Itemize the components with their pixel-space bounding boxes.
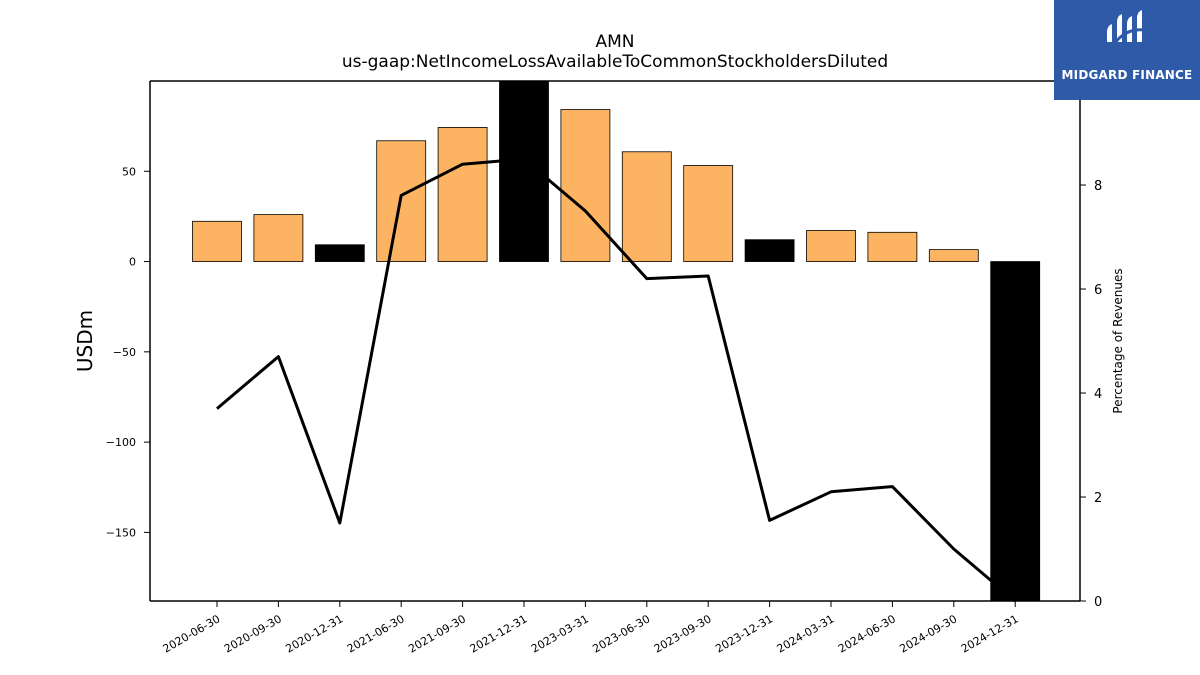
y2-tick-label: 0 xyxy=(1094,595,1102,610)
x-tick-label: 2024-06-30 xyxy=(836,612,898,655)
y-tick-label: −50 xyxy=(113,346,136,359)
bar xyxy=(253,214,304,262)
y-axis-label: USDm xyxy=(73,310,97,372)
bar xyxy=(867,231,918,262)
x-tick-label: 2020-06-30 xyxy=(161,612,223,655)
x-tick-label: 2023-03-31 xyxy=(529,612,591,655)
x-tick-label: 2021-09-30 xyxy=(406,612,468,655)
x-tick-label: 2023-06-30 xyxy=(590,612,652,655)
y2-tick-label: 2 xyxy=(1094,491,1102,506)
bar xyxy=(928,249,979,262)
bar xyxy=(192,220,242,262)
x-tick-label: 2021-12-31 xyxy=(468,612,530,655)
midgard-logo-icon xyxy=(1107,10,1145,45)
y2-tick-label: 6 xyxy=(1094,283,1102,298)
bar xyxy=(683,165,734,262)
x-tick-label: 2020-12-31 xyxy=(283,612,345,655)
x-tick-label: 2020-09-30 xyxy=(222,612,284,655)
bar xyxy=(560,109,611,262)
x-tick-label: 2024-09-30 xyxy=(897,612,959,655)
x-tick-label: 2024-12-31 xyxy=(959,612,1021,655)
y-tick-label: −100 xyxy=(106,436,136,449)
bar xyxy=(437,127,488,262)
logo-text: MIDGARD FINANCE xyxy=(1061,68,1193,82)
chart-subtitle: us-gaap:NetIncomeLossAvailableToCommonSt… xyxy=(341,52,889,72)
x-tick-label: 2023-09-30 xyxy=(652,612,714,655)
x-tick-label: 2024-03-31 xyxy=(775,612,837,655)
y-tick-label: 50 xyxy=(122,165,136,178)
x-tick-label: 2021-06-30 xyxy=(345,612,407,655)
y-tick-label: −150 xyxy=(106,526,136,539)
y2-tick-label: 8 xyxy=(1094,179,1102,194)
midgard-logo: MIDGARD FINANCE xyxy=(1054,0,1200,100)
series-line xyxy=(216,157,1017,603)
x-tick-label: 2023-12-31 xyxy=(713,612,775,655)
bar xyxy=(499,80,549,262)
bar xyxy=(314,244,365,262)
bar xyxy=(621,151,672,262)
bar xyxy=(990,261,1041,602)
y2-axis-label: Percentage of Revenues xyxy=(1111,268,1125,413)
y2-tick-label: 4 xyxy=(1094,387,1102,402)
bar xyxy=(806,230,856,262)
y-tick-label: 0 xyxy=(129,256,136,269)
bar xyxy=(744,239,795,262)
chart-title: AMN xyxy=(595,32,635,52)
